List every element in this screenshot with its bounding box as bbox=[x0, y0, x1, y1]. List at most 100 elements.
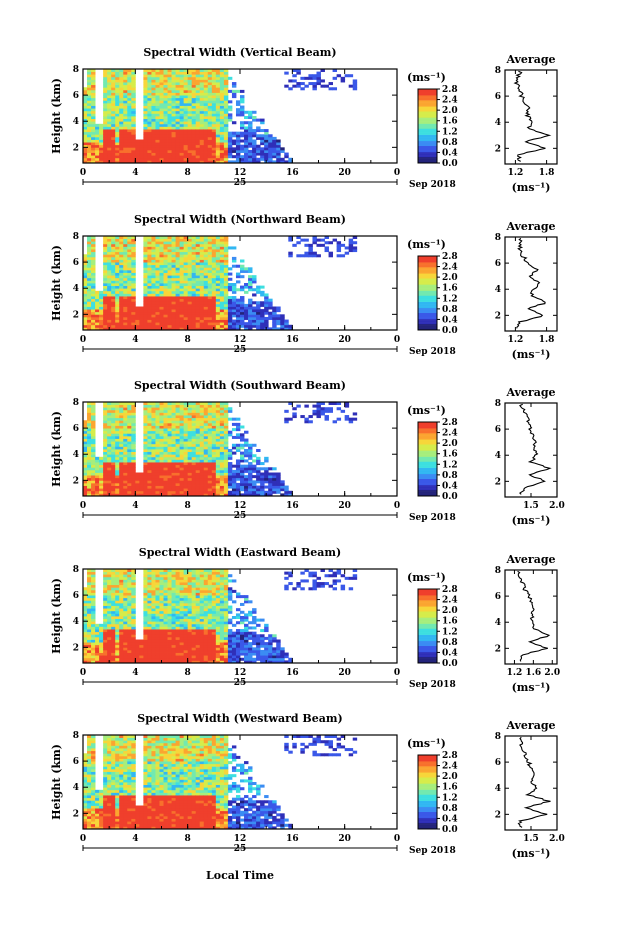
heatmap-cell bbox=[183, 108, 189, 112]
heatmap-cell bbox=[159, 283, 164, 287]
heatmap-cell bbox=[312, 404, 317, 408]
heatmap-cell bbox=[276, 147, 281, 151]
heatmap-cell bbox=[103, 407, 108, 411]
heatmap-cell bbox=[240, 303, 245, 307]
heatmap-cell bbox=[115, 160, 120, 164]
heatmap-cell bbox=[103, 652, 108, 656]
heatmap-cell bbox=[171, 144, 176, 148]
y-tick-label: 8 bbox=[73, 398, 79, 408]
heatmap-cell bbox=[195, 404, 201, 408]
heatmap-cell bbox=[268, 142, 273, 146]
heatmap-cell bbox=[123, 296, 128, 300]
colorbar-segment bbox=[418, 139, 437, 142]
heatmap-cell bbox=[215, 306, 221, 310]
heatmap-cell bbox=[143, 246, 148, 250]
colorbar-segment bbox=[418, 123, 437, 126]
heatmap-cell bbox=[167, 430, 172, 434]
heatmap-cell bbox=[191, 469, 197, 473]
heatmap-cell bbox=[296, 254, 301, 258]
heatmap-cell bbox=[163, 298, 168, 302]
heatmap-cell bbox=[107, 322, 112, 326]
heatmap-cell bbox=[87, 149, 92, 153]
heatmap-cell bbox=[123, 95, 128, 99]
heatmap-cell bbox=[199, 449, 205, 453]
heatmap-cell bbox=[248, 475, 253, 479]
heatmap-cell bbox=[147, 113, 152, 117]
heatmap-cell bbox=[91, 402, 96, 406]
heatmap-cell bbox=[187, 272, 193, 276]
heatmap-cell bbox=[183, 477, 189, 481]
heatmap-cell bbox=[131, 404, 136, 408]
heatmap-cell bbox=[163, 469, 168, 473]
heatmap-cell bbox=[103, 482, 108, 486]
heatmap-cell bbox=[143, 417, 148, 421]
heatmap-cell bbox=[207, 121, 213, 125]
heatmap-cell bbox=[203, 131, 209, 135]
heatmap-cell bbox=[147, 267, 152, 271]
heatmap-cell bbox=[143, 275, 148, 279]
heatmap-cell bbox=[171, 415, 176, 419]
heatmap-cell bbox=[199, 157, 205, 161]
heatmap-cell bbox=[123, 301, 128, 305]
heatmap-cell bbox=[103, 480, 108, 484]
heatmap-cell bbox=[183, 87, 189, 91]
heatmap-cell bbox=[167, 283, 172, 287]
heatmap-cell bbox=[119, 108, 124, 112]
heatmap-cell bbox=[147, 301, 152, 305]
heatmap-cell bbox=[151, 116, 156, 120]
colorbar-segment bbox=[418, 101, 437, 103]
heatmap-cell bbox=[207, 311, 213, 315]
heatmap-cell bbox=[179, 89, 185, 93]
heatmap-cell bbox=[199, 69, 205, 73]
heatmap-cell bbox=[163, 311, 168, 315]
heatmap-cell bbox=[223, 89, 229, 93]
heatmap-cell bbox=[91, 110, 96, 114]
heatmap-cell bbox=[87, 608, 92, 612]
heatmap-cell bbox=[211, 462, 217, 466]
colorbar-segment bbox=[418, 100, 437, 102]
heatmap-cell bbox=[175, 108, 181, 112]
heatmap-cell bbox=[115, 488, 120, 492]
heatmap-cell bbox=[123, 134, 128, 138]
heatmap-cell bbox=[127, 462, 132, 466]
heatmap-cell bbox=[284, 152, 289, 156]
heatmap-cell bbox=[179, 76, 185, 80]
heatmap-cell bbox=[191, 118, 197, 122]
heatmap-cell bbox=[244, 441, 249, 445]
colorbar-segment bbox=[418, 430, 437, 433]
heatmap-cell bbox=[219, 259, 225, 263]
heatmap-cell bbox=[207, 454, 213, 458]
heatmap-cell bbox=[219, 451, 225, 455]
heatmap-cell bbox=[151, 129, 156, 133]
colorbar-segment bbox=[418, 288, 437, 290]
heatmap-cell bbox=[203, 433, 209, 437]
heatmap-cell bbox=[99, 626, 104, 630]
heatmap-cell bbox=[155, 236, 160, 240]
heatmap-cell bbox=[159, 272, 164, 276]
heatmap-cell bbox=[195, 118, 201, 122]
heatmap-cell bbox=[256, 488, 261, 492]
colorbar-segment bbox=[418, 153, 437, 155]
heatmap-cell bbox=[195, 435, 201, 439]
heatmap-cell bbox=[151, 97, 156, 101]
heatmap-cell bbox=[103, 243, 108, 247]
heatmap-cell bbox=[87, 407, 92, 411]
heatmap-cell bbox=[191, 269, 197, 273]
heatmap-cell bbox=[260, 157, 265, 161]
heatmap-cell bbox=[87, 616, 92, 620]
heatmap-cell bbox=[223, 155, 229, 159]
heatmap-cell bbox=[264, 129, 269, 133]
heatmap-cell bbox=[344, 246, 350, 250]
heatmap-cell bbox=[272, 147, 277, 151]
heatmap-cell bbox=[235, 493, 241, 497]
heatmap-cell bbox=[87, 660, 92, 664]
heatmap-cell bbox=[183, 69, 189, 73]
heatmap-cell bbox=[316, 407, 321, 411]
heatmap-cell bbox=[268, 316, 273, 320]
heatmap-cell bbox=[240, 264, 245, 268]
heatmap-cell bbox=[83, 95, 88, 99]
heatmap-cell bbox=[143, 241, 148, 245]
heatmap-cell bbox=[199, 256, 205, 260]
heatmap-cell bbox=[183, 134, 189, 138]
heatmap-cell bbox=[292, 69, 297, 73]
